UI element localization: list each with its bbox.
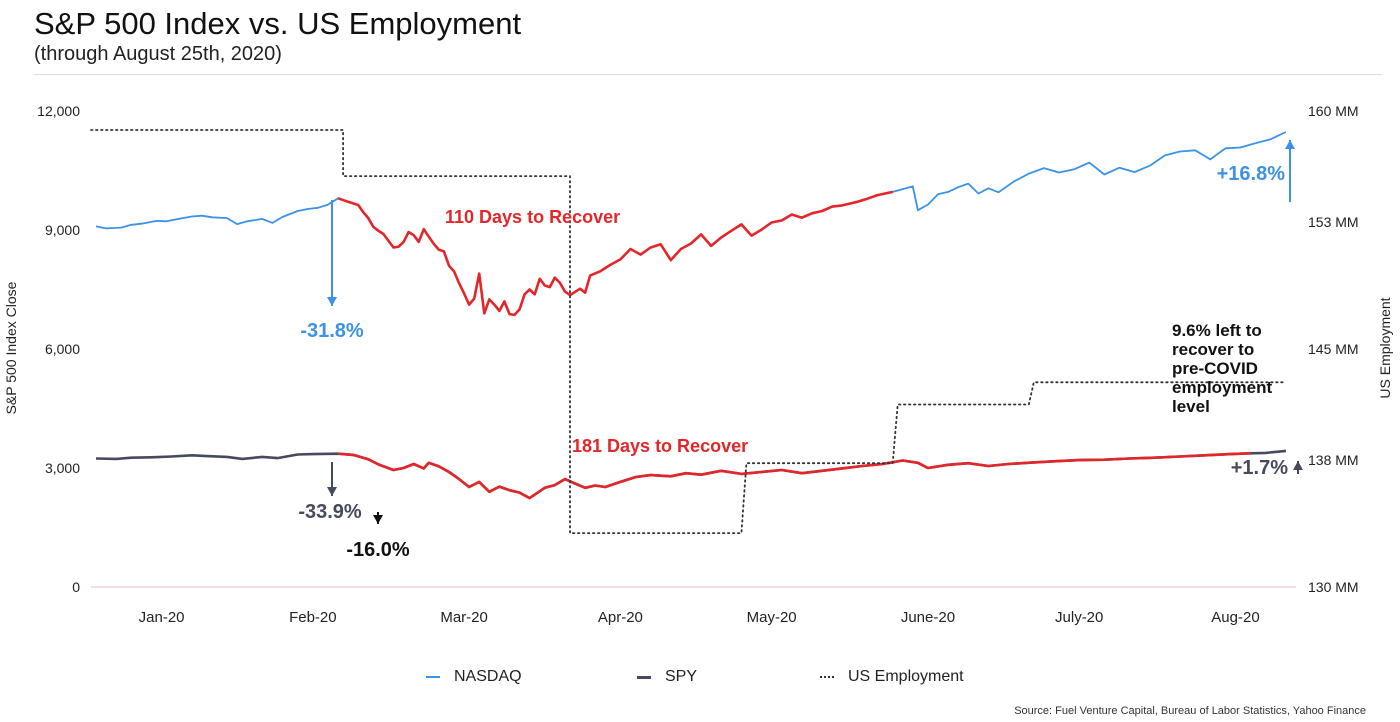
annotation-employment-remaining: 9.6% left to recover to pre-COVID employmen… bbox=[1172, 321, 1272, 416]
x-tick-label: July-20 bbox=[1055, 609, 1103, 626]
recovery-segment-nasdaq bbox=[337, 190, 893, 317]
annotation-employment-drop: -16.0% bbox=[346, 539, 410, 561]
spy-gain-arrow-head bbox=[1293, 461, 1303, 470]
annotation-110-days: 110 Days to Recover bbox=[445, 207, 620, 227]
left-y-tick-label: 6,000 bbox=[45, 341, 80, 357]
series-line-us-employment bbox=[90, 129, 1287, 534]
series-line-nasdaq bbox=[95, 131, 1287, 316]
annotation-nasdaq-drop: -31.8% bbox=[300, 320, 364, 342]
left-y-axis: 0 3,000 6,000 9,000 12,000 bbox=[37, 103, 80, 595]
x-tick-label: Mar-20 bbox=[440, 609, 488, 626]
left-y-tick-label: 0 bbox=[72, 579, 80, 595]
annotation-181-days: 181 Days to Recover bbox=[572, 436, 748, 456]
chart-subtitle: (through August 25th, 2020) bbox=[34, 43, 282, 65]
annotation-spy-gain: +1.7% bbox=[1231, 457, 1288, 479]
annotation-nasdaq-gain: +16.8% bbox=[1217, 163, 1286, 185]
x-tick-label: May-20 bbox=[747, 609, 797, 626]
left-y-axis-label: S&P 500 Index Close bbox=[3, 281, 19, 414]
nasdaq-drop-arrow-head bbox=[327, 297, 337, 306]
source-note: Source: Fuel Venture Capital, Bureau of … bbox=[1014, 705, 1366, 717]
chart-title: S&P 500 Index vs. US Employment bbox=[34, 6, 522, 41]
legend-item-us-employment: US Employment bbox=[820, 668, 964, 686]
title-divider bbox=[34, 74, 1382, 75]
employment-drop-arrow-head bbox=[373, 515, 383, 524]
right-y-tick-label: 130 MM bbox=[1308, 579, 1359, 595]
series-group bbox=[90, 129, 1287, 534]
x-axis: Jan-20 Feb-20 Mar-20 Apr-20 May-20 June-20 Jul… bbox=[139, 609, 1260, 626]
legend-swatch-us-employment bbox=[820, 676, 834, 678]
right-y-tick-label: 153 MM bbox=[1308, 214, 1359, 230]
x-tick-label: Feb-20 bbox=[289, 609, 337, 626]
right-y-tick-label: 145 MM bbox=[1308, 341, 1359, 357]
left-y-tick-label: 12,000 bbox=[37, 103, 80, 119]
legend-label-spy: SPY bbox=[665, 668, 698, 685]
arrow-annotations bbox=[327, 140, 1303, 524]
x-tick-label: June-20 bbox=[901, 609, 955, 626]
recovery-segment-spy bbox=[337, 452, 1251, 500]
x-tick-label: Apr-20 bbox=[598, 609, 643, 626]
right-y-axis: 130 MM 138 MM 145 MM 153 MM 160 MM bbox=[1308, 103, 1359, 595]
legend-label-nasdaq: NASDAQ bbox=[454, 668, 522, 685]
right-y-tick-label: 160 MM bbox=[1308, 103, 1359, 119]
legend-swatch-nasdaq bbox=[426, 676, 440, 678]
right-y-tick-label: 138 MM bbox=[1308, 452, 1359, 468]
legend-item-spy: SPY bbox=[637, 668, 697, 686]
spy-drop-arrow-head bbox=[327, 487, 337, 496]
nasdaq-gain-arrow-head bbox=[1285, 140, 1295, 149]
text-annotations: 110 Days to Recover 181 Days to Recover -3… bbox=[298, 163, 1288, 561]
legend-swatch-spy bbox=[637, 675, 651, 679]
legend-item-nasdaq: NASDAQ bbox=[426, 668, 522, 686]
left-y-tick-label: 9,000 bbox=[45, 222, 80, 238]
right-y-axis-label: US Employment bbox=[1377, 297, 1393, 398]
x-tick-label: Aug-20 bbox=[1211, 609, 1259, 626]
annotation-spy-drop: -33.9% bbox=[298, 501, 362, 523]
x-tick-label: Jan-20 bbox=[139, 609, 185, 626]
legend-label-us-employment: US Employment bbox=[848, 668, 964, 685]
left-y-tick-label: 3,000 bbox=[45, 460, 80, 476]
